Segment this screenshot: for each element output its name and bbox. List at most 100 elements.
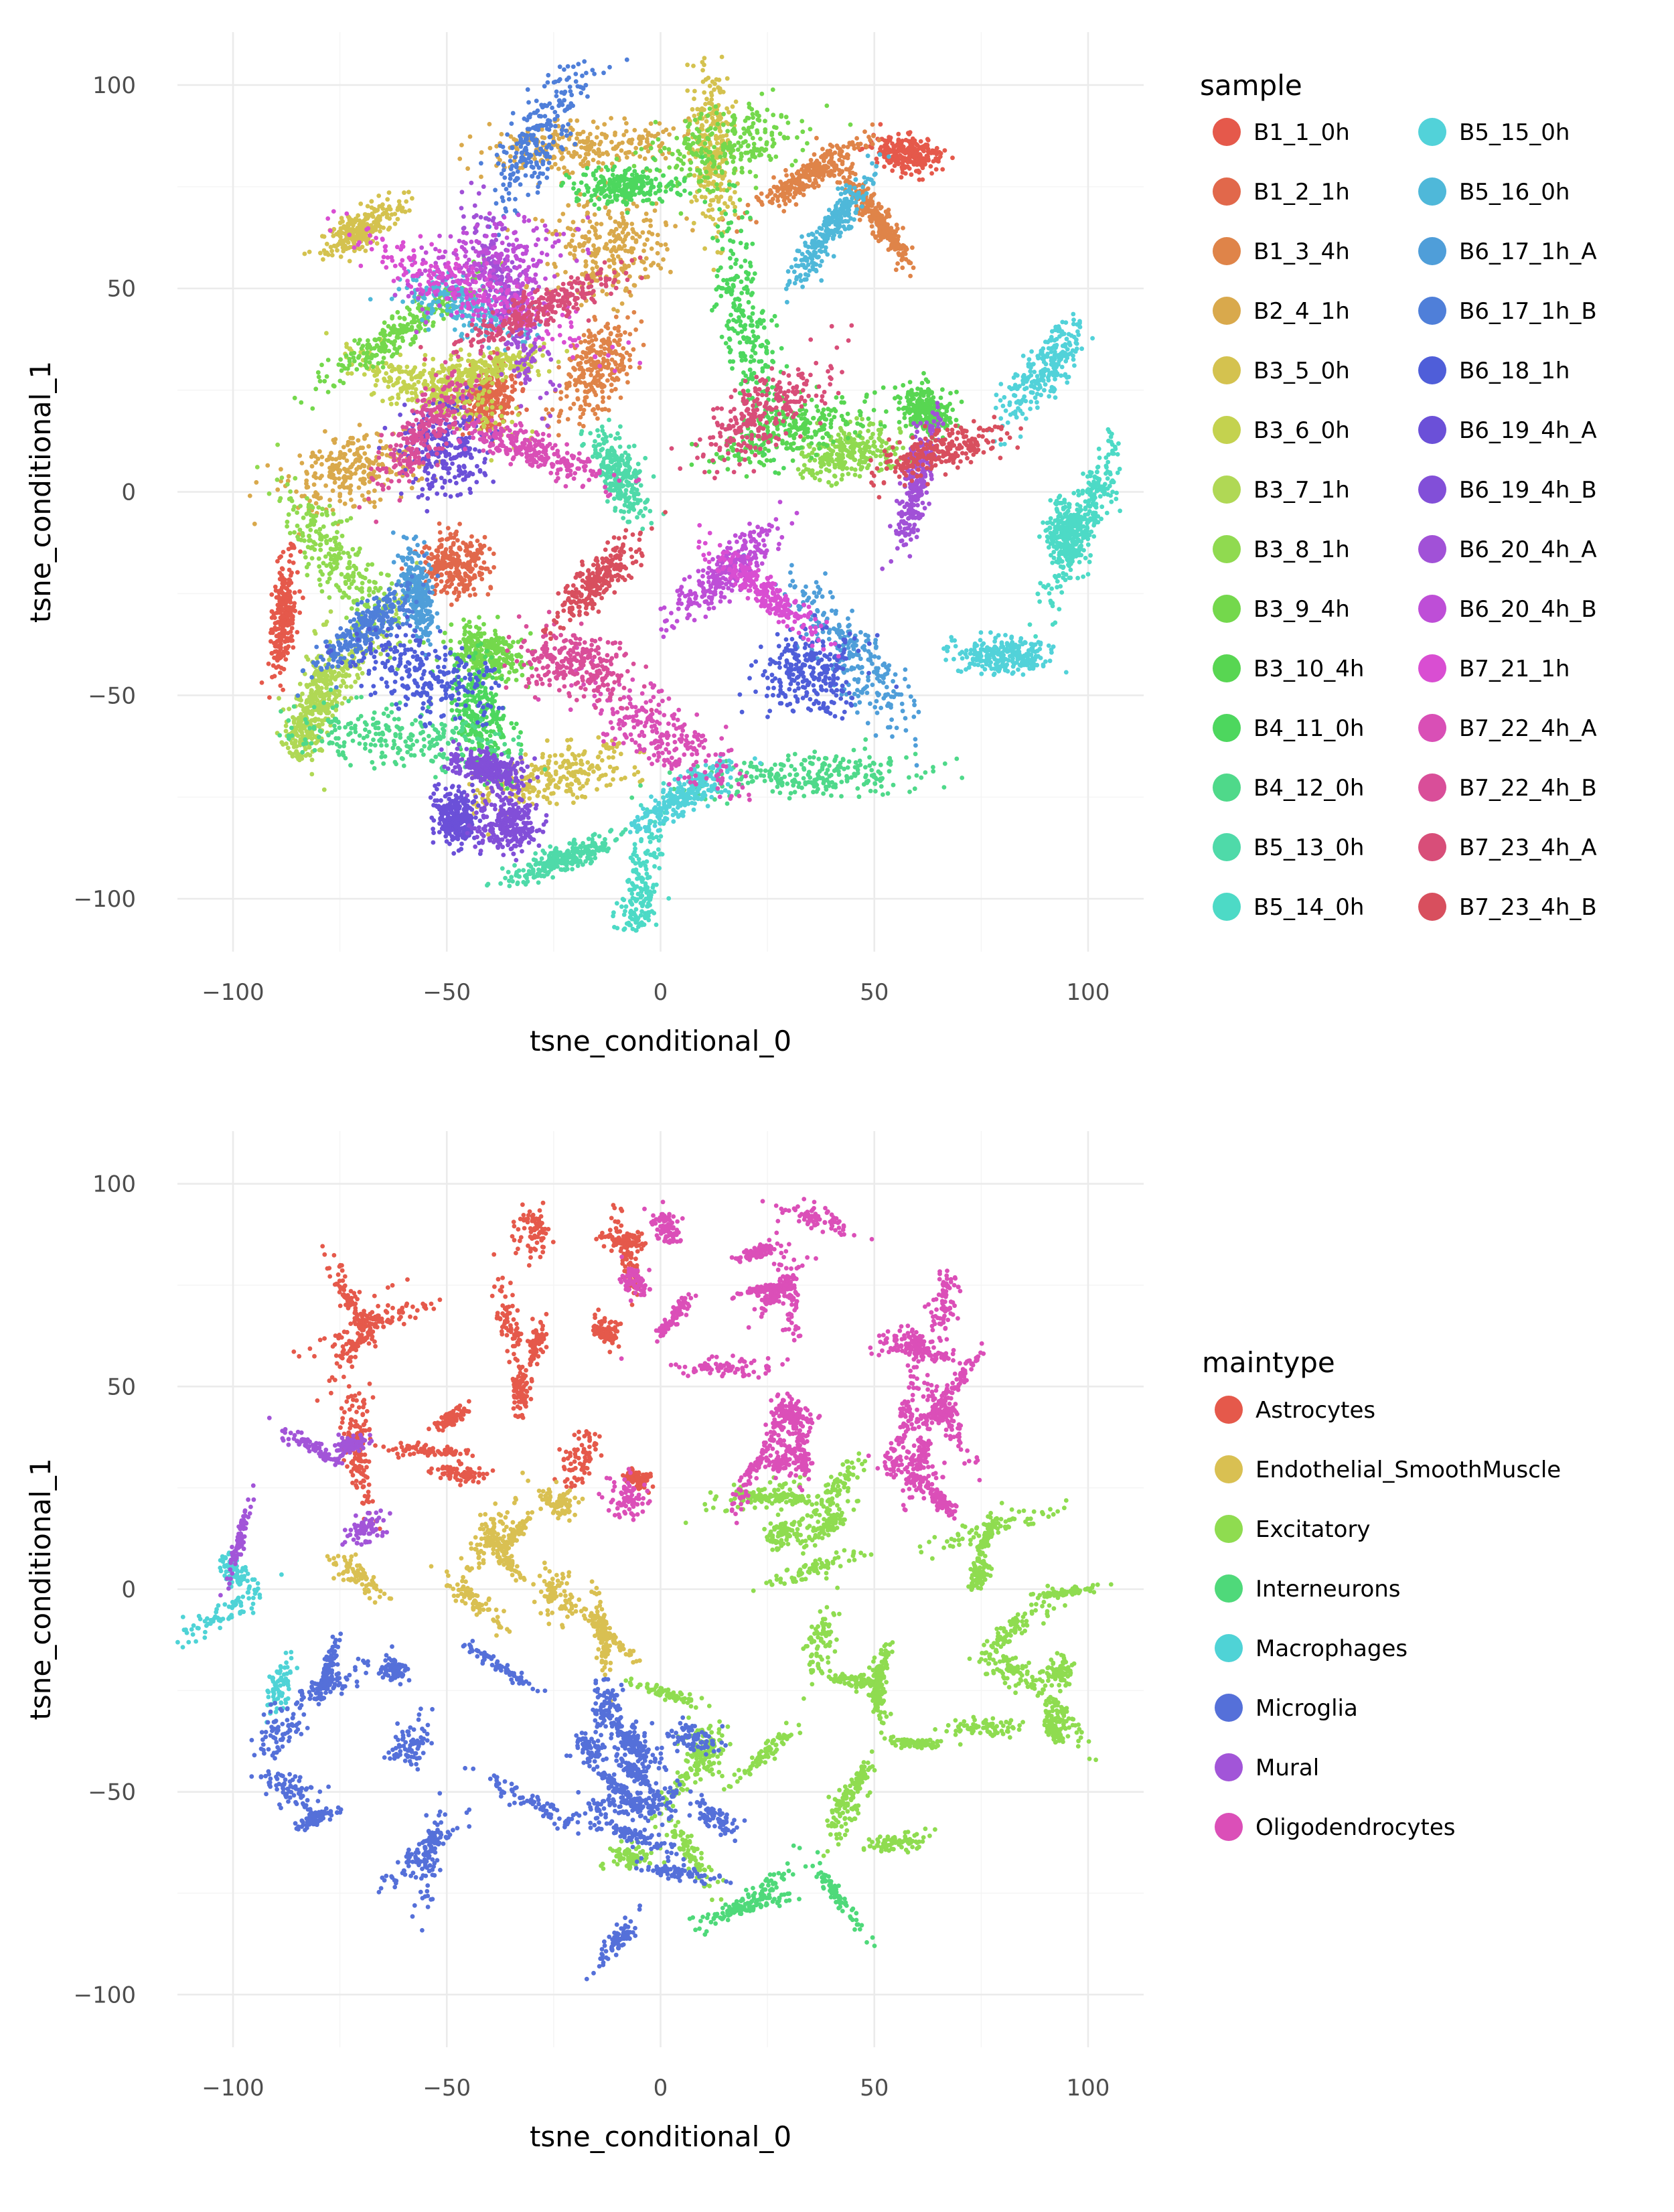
data-point: [812, 475, 818, 481]
data-point: [454, 529, 459, 534]
data-point: [893, 267, 899, 273]
data-point: [639, 778, 645, 783]
data-point: [333, 244, 338, 249]
data-point: [802, 463, 807, 467]
data-point: [909, 147, 914, 153]
data-point: [429, 557, 434, 561]
data-point: [563, 270, 568, 275]
data-point: [271, 663, 276, 668]
data-point: [338, 684, 344, 688]
data-point: [911, 153, 917, 159]
data-point: [454, 363, 459, 368]
data-point: [394, 611, 399, 617]
data-point: [354, 585, 359, 591]
data-point: [601, 399, 605, 404]
data-point: [700, 123, 704, 128]
data-point: [295, 534, 300, 539]
data-point: [437, 521, 442, 526]
data-point: [362, 575, 368, 581]
data-point: [329, 451, 333, 455]
data-point: [563, 244, 568, 250]
data-point: [285, 524, 289, 529]
data-point: [901, 149, 907, 155]
data-point: [546, 759, 551, 764]
data-point: [585, 346, 591, 351]
data-point: [581, 158, 586, 163]
data-point: [457, 590, 461, 595]
data-point: [420, 550, 425, 555]
data-point: [348, 684, 354, 689]
data-point: [479, 150, 484, 155]
data-point: [288, 600, 293, 605]
data-point: [605, 152, 610, 157]
data-point: [800, 475, 806, 480]
data-point: [896, 161, 901, 167]
data-point: [355, 447, 360, 452]
data-point: [582, 751, 587, 756]
data-point: [856, 442, 862, 447]
data-point: [312, 629, 317, 634]
data-point: [556, 433, 561, 438]
data-point: [565, 417, 570, 422]
data-point: [503, 352, 508, 356]
data-point: [607, 231, 612, 236]
data-point: [694, 198, 699, 203]
data-point: [576, 769, 581, 775]
data-point: [348, 346, 353, 351]
data-point: [889, 159, 893, 165]
data-point: [294, 489, 299, 494]
data-point: [597, 149, 601, 154]
data-point: [376, 194, 382, 198]
data-point: [921, 149, 926, 154]
data-point: [439, 573, 444, 577]
data-point: [907, 154, 912, 159]
data-point: [882, 164, 887, 169]
data-point: [279, 740, 285, 745]
data-point: [300, 533, 305, 538]
data-point: [367, 579, 372, 584]
data-point: [277, 571, 283, 575]
data-point: [521, 792, 526, 798]
data-point: [404, 364, 410, 370]
data-point: [908, 273, 913, 279]
data-point: [783, 202, 788, 206]
data-point: [373, 382, 378, 388]
data-point: [378, 571, 384, 576]
data-point: [585, 760, 591, 765]
data-point: [665, 246, 670, 252]
data-point: [524, 407, 529, 413]
data-point: [302, 251, 307, 256]
data-point: [342, 501, 348, 506]
data-point: [840, 159, 845, 164]
data-point: [870, 202, 875, 206]
data-point: [277, 599, 283, 604]
data-point: [330, 488, 335, 494]
data-point: [448, 532, 453, 536]
data-point: [635, 769, 641, 775]
data-point: [341, 590, 346, 595]
data-point: [501, 419, 506, 425]
data-point: [692, 113, 697, 119]
data-point: [254, 480, 259, 485]
data-point: [618, 751, 623, 757]
data-point: [516, 413, 521, 417]
data-point: [388, 396, 393, 402]
data-point: [798, 186, 804, 192]
data-point: [815, 162, 820, 167]
data-point: [633, 238, 639, 243]
data-point: [536, 790, 542, 795]
data-point: [310, 709, 315, 714]
data-point: [323, 682, 328, 686]
y-tick-label: 100: [92, 72, 136, 99]
data-point: [840, 473, 845, 477]
data-point: [392, 212, 398, 216]
data-point: [896, 251, 901, 256]
data-point: [627, 331, 633, 337]
data-point: [292, 717, 297, 722]
data-point: [277, 696, 281, 701]
data-point: [846, 431, 852, 437]
data-point: [600, 373, 605, 378]
data-point: [481, 421, 486, 427]
data-point: [699, 194, 704, 200]
data-point: [404, 386, 409, 392]
